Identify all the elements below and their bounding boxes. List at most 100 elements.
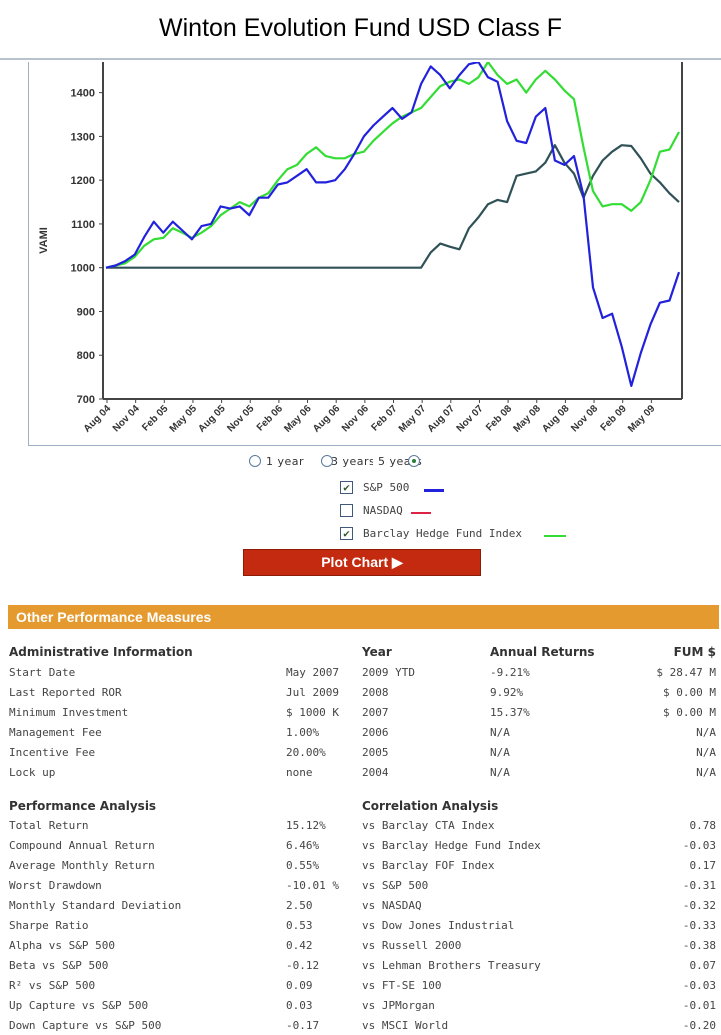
- year-cell: 2004: [362, 766, 389, 779]
- vami-chart-panel: 700 800 900 1000 1100 1200 1300 1400 VAMI Aug 04 N…: [28, 62, 721, 446]
- series-line-barclay-hedge-fund-index: [105, 62, 680, 269]
- performance-value: 15.12%: [286, 819, 326, 832]
- correlation-label: vs MSCI World: [362, 1019, 449, 1032]
- correlation-value: -0.20: [682, 1019, 716, 1032]
- correlation-value: -0.01: [682, 999, 716, 1012]
- annual-return-cell: N/A: [490, 766, 510, 779]
- fum-cell: N/A: [696, 766, 716, 779]
- performance-label: Monthly Standard Deviation: [9, 899, 182, 912]
- annual-return-cell: 15.37%: [490, 706, 530, 719]
- admin-value: none: [286, 766, 313, 779]
- correlation-label: vs S&P 500: [362, 879, 429, 892]
- fum-cell: $ 28.47 M: [656, 666, 716, 679]
- fum-header: FUM $: [673, 645, 716, 659]
- correlation-value: 0.17: [689, 859, 717, 872]
- annual-return-cell: -9.21%: [490, 666, 530, 679]
- admin-value: Jul 2009: [286, 686, 339, 699]
- x-tick-label: Aug 04: [82, 403, 114, 435]
- period-option-5-years[interactable]: 5 years: [378, 455, 423, 468]
- admin-value: $ 1000 K: [286, 706, 339, 719]
- year-cell: 2005: [362, 746, 389, 759]
- y-tick-label: 900: [77, 306, 95, 318]
- admin-label: Lock up: [9, 766, 56, 779]
- performance-value: -0.12: [286, 959, 320, 972]
- x-tick-label: May 07: [397, 403, 429, 435]
- admin-header: Administrative Information: [9, 645, 193, 659]
- annual-returns-header: Annual Returns: [490, 645, 595, 659]
- x-tick-label: Nov 06: [340, 403, 371, 434]
- x-tick-label: Feb 08: [484, 403, 514, 433]
- performance-value: 2.50: [286, 899, 313, 912]
- checkbox-icon[interactable]: [340, 504, 353, 517]
- year-cell: 2007: [362, 706, 389, 719]
- correlation-label: vs Dow Jones Industrial: [362, 919, 515, 932]
- checkbox-checked-icon[interactable]: ✔: [340, 481, 353, 494]
- radio-icon[interactable]: [249, 455, 261, 467]
- performance-value: 0.55%: [286, 859, 320, 872]
- correlation-header: Correlation Analysis: [362, 799, 499, 813]
- performance-value: 0.42: [286, 939, 313, 952]
- legend-swatch-green: [544, 535, 566, 537]
- performance-label: R² vs S&P 500: [9, 979, 96, 992]
- admin-value: May 2007: [286, 666, 339, 679]
- performance-value: 0.03: [286, 999, 313, 1012]
- x-tick-label: Feb 07: [369, 403, 399, 433]
- correlation-value: -0.03: [682, 979, 716, 992]
- performance-value: -0.17: [286, 1019, 320, 1032]
- series-line-s-p-500: [105, 62, 681, 387]
- annual-return-cell: 9.92%: [490, 686, 524, 699]
- correlation-label: vs Barclay Hedge Fund Index: [362, 839, 541, 852]
- performance-value: 6.46%: [286, 839, 320, 852]
- legend-swatch-blue: [424, 489, 444, 492]
- x-tick-label: Aug 06: [311, 403, 343, 435]
- performance-header: Performance Analysis: [9, 799, 157, 813]
- x-tick-label: Feb 09: [599, 403, 629, 433]
- annual-return-cell: N/A: [490, 746, 510, 759]
- fum-cell: $ 0.00 M: [663, 686, 716, 699]
- year-cell: 2009 YTD: [362, 666, 415, 679]
- x-tick-label: Feb 05: [140, 403, 170, 433]
- performance-label: Beta vs S&P 500: [9, 959, 109, 972]
- y-tick-label: 800: [77, 350, 95, 362]
- performance-value: 0.09: [286, 979, 313, 992]
- performance-label: Sharpe Ratio: [9, 919, 89, 932]
- x-tick-label: Feb 06: [255, 403, 285, 433]
- radio-icon[interactable]: [321, 455, 333, 467]
- correlation-value: -0.33: [682, 919, 716, 932]
- correlation-label: vs Barclay CTA Index: [362, 819, 495, 832]
- performance-label: Compound Annual Return: [9, 839, 155, 852]
- correlation-label: vs Russell 2000: [362, 939, 462, 952]
- x-tick-label: May 06: [282, 403, 314, 435]
- x-tick-label: Nov 07: [455, 403, 486, 434]
- performance-label: Total Return: [9, 819, 89, 832]
- performance-label: Up Capture vs S&P 500: [9, 999, 149, 1012]
- period-option-3-years[interactable]: 3 years: [321, 455, 373, 468]
- y-tick-label: 1200: [71, 175, 95, 187]
- y-tick-label: 1400: [71, 88, 95, 100]
- annual-return-cell: N/A: [490, 726, 510, 739]
- legend-swatch-red: [411, 512, 431, 514]
- x-tick-label: May 09: [626, 403, 658, 435]
- admin-label: Management Fee: [9, 726, 102, 739]
- y-tick-label: 1000: [71, 263, 95, 275]
- performance-label: Average Monthly Return: [9, 859, 155, 872]
- correlation-value: -0.03: [682, 839, 716, 852]
- correlation-label: vs FT-SE 100: [362, 979, 442, 992]
- page-title: Winton Evolution Fund USD Class F: [159, 14, 562, 42]
- fum-cell: N/A: [696, 726, 716, 739]
- admin-label: Minimum Investment: [9, 706, 129, 719]
- plot-area: [103, 62, 682, 399]
- radio-selected-icon[interactable]: [408, 455, 421, 467]
- x-tick-label: Aug 05: [196, 403, 228, 435]
- y-axis-label: VAMI: [38, 227, 50, 254]
- performance-label: Worst Drawdown: [9, 879, 102, 892]
- period-option-1-year[interactable]: 1 year: [249, 455, 304, 468]
- x-tick-label: Nov 05: [225, 403, 256, 434]
- correlation-value: 0.07: [689, 959, 717, 972]
- correlation-label: vs Lehman Brothers Treasury: [362, 959, 541, 972]
- admin-label: Last Reported ROR: [9, 686, 122, 699]
- plot-chart-button[interactable]: Plot Chart ▶: [243, 549, 481, 576]
- checkbox-checked-icon[interactable]: ✔: [340, 527, 353, 540]
- correlation-value: -0.32: [682, 899, 716, 912]
